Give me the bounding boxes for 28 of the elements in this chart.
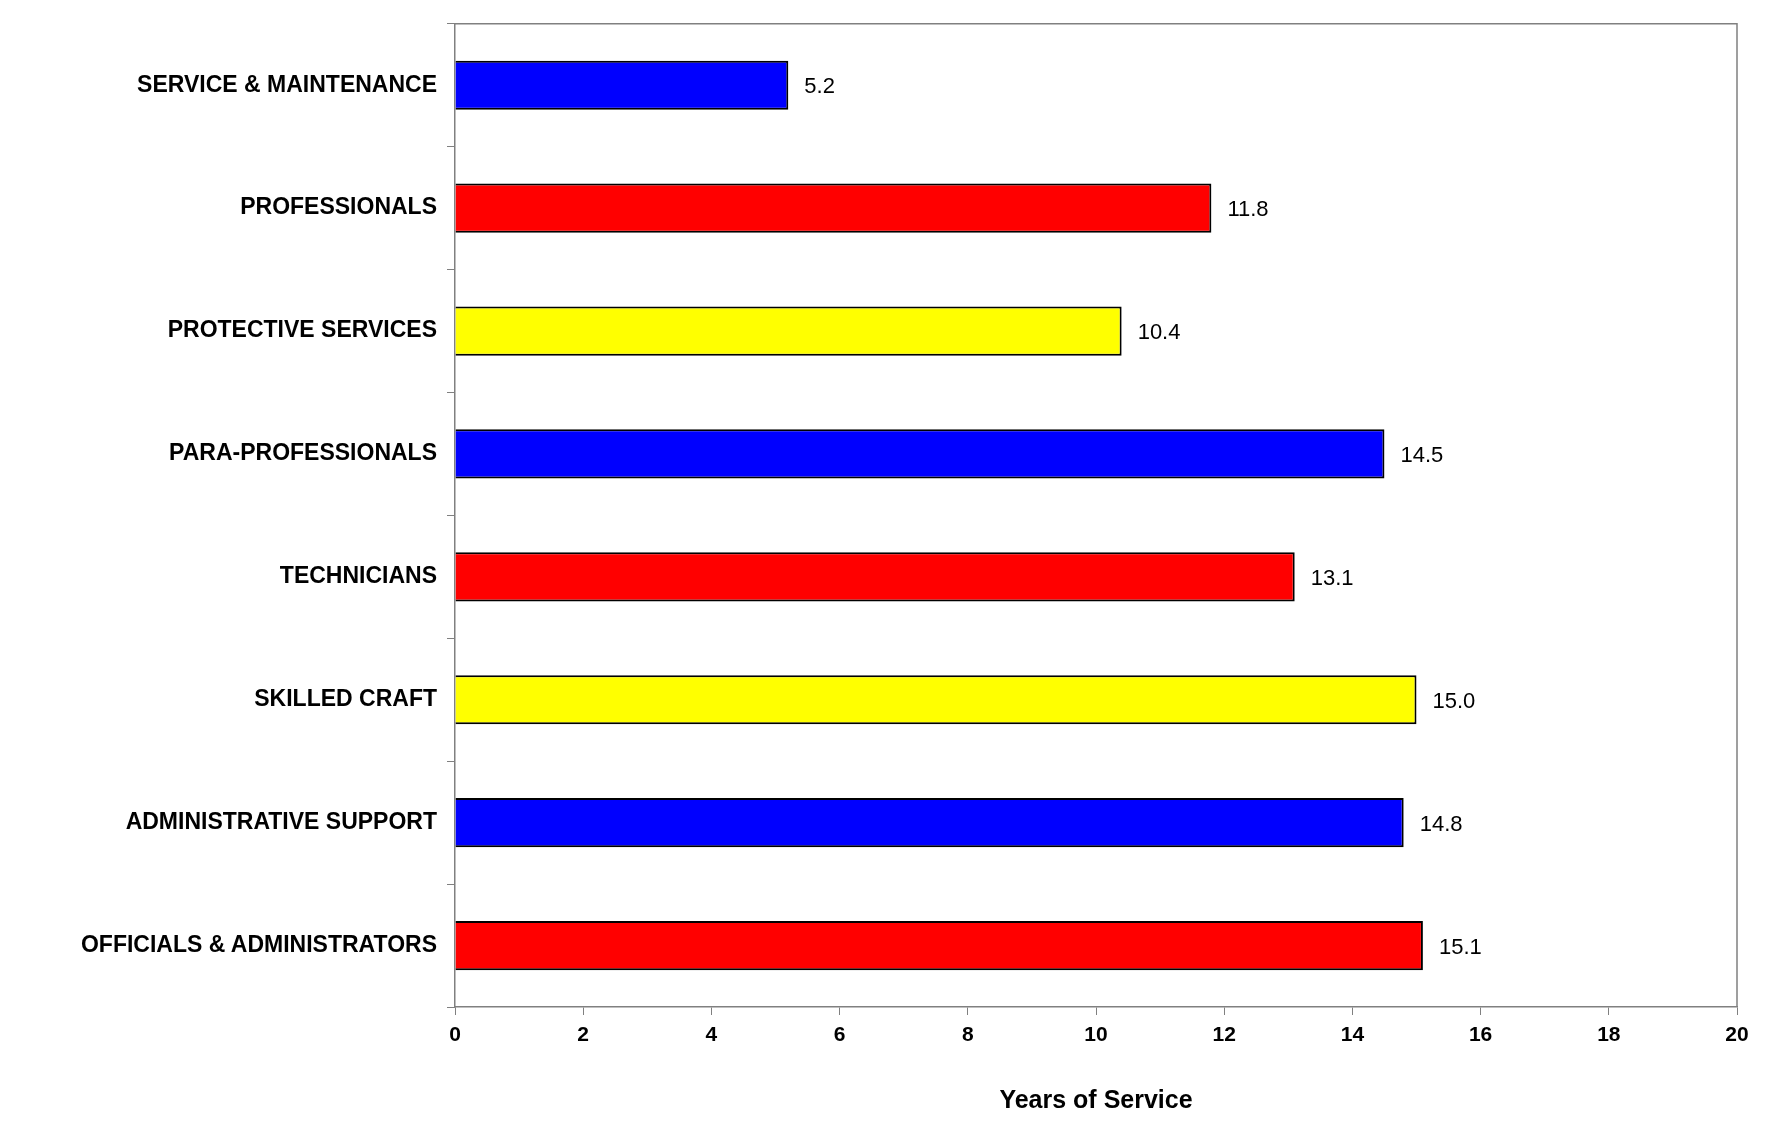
y-tick-label: PARA-PROFESSIONALS <box>169 439 437 466</box>
x-tick-label: 4 <box>705 1022 718 1046</box>
data-label: 15.0 <box>1432 687 1476 713</box>
y-tick-label: OFFICIALS & ADMINISTRATORS <box>80 930 437 957</box>
x-tick-label: 2 <box>577 1022 590 1046</box>
x-tick-label: 12 <box>1212 1022 1236 1046</box>
x-tick-label: 8 <box>961 1022 974 1046</box>
y-tick-label: PROFESSIONALS <box>240 193 437 220</box>
data-label: 14.5 <box>1400 442 1444 468</box>
x-tick-label: 14 <box>1340 1022 1365 1046</box>
data-label: 14.8 <box>1419 810 1463 836</box>
x-tick-label: 10 <box>1084 1022 1108 1046</box>
data-label: 11.8 <box>1227 196 1269 222</box>
y-tick-label: SKILLED CRAFT <box>254 685 437 712</box>
x-tick-label: 16 <box>1468 1022 1493 1046</box>
data-label: 15.1 <box>1438 933 1482 959</box>
y-tick-label: PROTECTIVE SERVICES <box>167 316 437 343</box>
y-tick-label: ADMINISTRATIVE SUPPORT <box>125 807 437 834</box>
x-tick-label: 18 <box>1597 1022 1621 1046</box>
data-label: 5.2 <box>804 73 835 99</box>
x-tick-label: 0 <box>449 1022 461 1046</box>
data-label: 10.4 <box>1137 319 1181 345</box>
x-tick-label: 20 <box>1725 1022 1749 1046</box>
x-tick-label: 6 <box>833 1022 846 1046</box>
x-axis-title: Years of Service <box>999 1084 1193 1113</box>
y-tick-label: SERVICE & MAINTENANCE <box>137 70 437 97</box>
y-tick-label: TECHNICIANS <box>279 562 437 589</box>
data-label: 13.1 <box>1310 564 1354 590</box>
